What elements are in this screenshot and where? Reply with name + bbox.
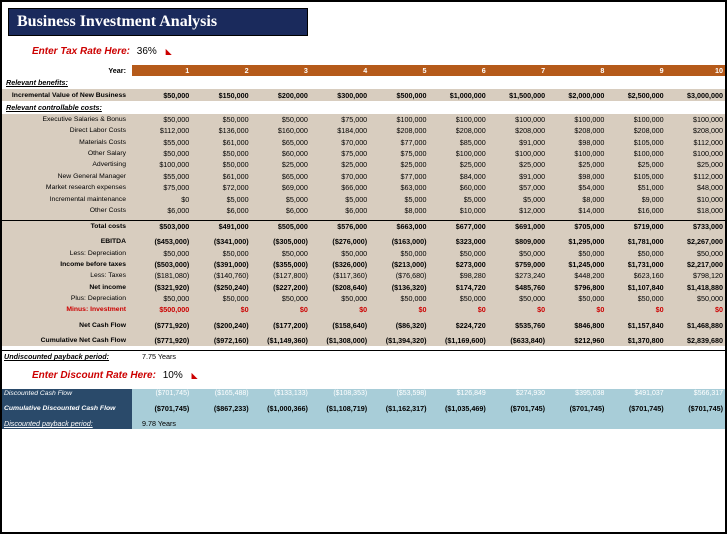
row-discounted-cf: Discounted Cash Flow($701,745)($165,488)… bbox=[2, 389, 725, 398]
row-discounted-payback: Discounted payback period:9.78 Years bbox=[2, 418, 725, 429]
discount-rate-label: Enter Discount Rate Here: bbox=[32, 370, 156, 381]
row-plus-depreciation: Plus: Depreciation$50,000$50,000$50,000$… bbox=[2, 293, 725, 304]
row-less-taxes: Less: Taxes($181,080)($140,760)($127,800… bbox=[2, 270, 725, 281]
marker-icon: ◣ bbox=[166, 47, 172, 56]
row-direct-labor: Direct Labor Costs$112,000$136,000$160,0… bbox=[2, 125, 725, 136]
row-net-income: Net income($321,920)($250,240)($227,200)… bbox=[2, 282, 725, 293]
row-total-costs: Total costs$503,000$491,000$505,000$576,… bbox=[2, 220, 725, 232]
row-net-cash-flow: Net Cash Flow($771,920)($200,240)($177,2… bbox=[2, 320, 725, 331]
row-materials: Materials Costs$55,000$61,000$65,000$70,… bbox=[2, 137, 725, 148]
tax-rate-row: Enter Tax Rate Here: 36% ◣ bbox=[2, 44, 725, 59]
row-undiscounted-payback: Undiscounted payback period:7.75 Years bbox=[2, 350, 725, 362]
page-title: Business Investment Analysis bbox=[8, 8, 308, 36]
tax-rate-value[interactable]: 36% bbox=[137, 46, 157, 57]
row-exec-salaries: Executive Salaries & Bonus$50,000$50,000… bbox=[2, 114, 725, 125]
row-minus-investment: Minus: Investment$500,000$0$0$0$0$0$0$0$… bbox=[2, 304, 725, 315]
benefits-header: Relevant benefits: bbox=[2, 76, 725, 89]
discount-rate-row: Enter Discount Rate Here: 10% ◣ bbox=[2, 368, 725, 383]
row-income-before-tax: Income before taxes($503,000)($391,000)(… bbox=[2, 259, 725, 270]
costs-header: Relevant controllable costs: bbox=[2, 101, 725, 114]
row-less-depreciation: Less: Depreciation$50,000$50,000$50,000$… bbox=[2, 247, 725, 258]
marker-icon: ◣ bbox=[192, 371, 198, 380]
years-header: Year: 12345678910 bbox=[2, 65, 725, 76]
row-other-costs: Other Costs$6,000$6,000$6,000$6,000$8,00… bbox=[2, 205, 725, 216]
row-other-salary: Other Salary$50,000$50,000$60,000$75,000… bbox=[2, 148, 725, 159]
row-incremental-value: Incremental Value of New Business$50,000… bbox=[2, 89, 725, 100]
row-advertising: Advertising$100,000$50,000$25,000$25,000… bbox=[2, 159, 725, 170]
discount-table: Discounted Cash Flow($701,745)($165,488)… bbox=[2, 389, 725, 429]
row-maintenance: Incremental maintenance$0$5,000$5,000$5,… bbox=[2, 193, 725, 204]
row-cumulative-dcf: Cumulative Discounted Cash Flow($701,745… bbox=[2, 403, 725, 414]
row-new-gm: New General Manager$55,000$61,000$65,000… bbox=[2, 171, 725, 182]
row-market-research: Market research expenses$75,000$72,000$6… bbox=[2, 182, 725, 193]
analysis-table: Year: 12345678910 Relevant benefits: Inc… bbox=[2, 65, 725, 362]
tax-rate-label: Enter Tax Rate Here: bbox=[32, 46, 130, 57]
row-cumulative-ncf: Cumulative Net Cash Flow($771,920)($972,… bbox=[2, 335, 725, 346]
year-label: Year: bbox=[2, 65, 132, 76]
row-ebitda: EBITDA($453,000)($341,000)($305,000)($27… bbox=[2, 236, 725, 247]
discount-rate-value[interactable]: 10% bbox=[163, 370, 183, 381]
